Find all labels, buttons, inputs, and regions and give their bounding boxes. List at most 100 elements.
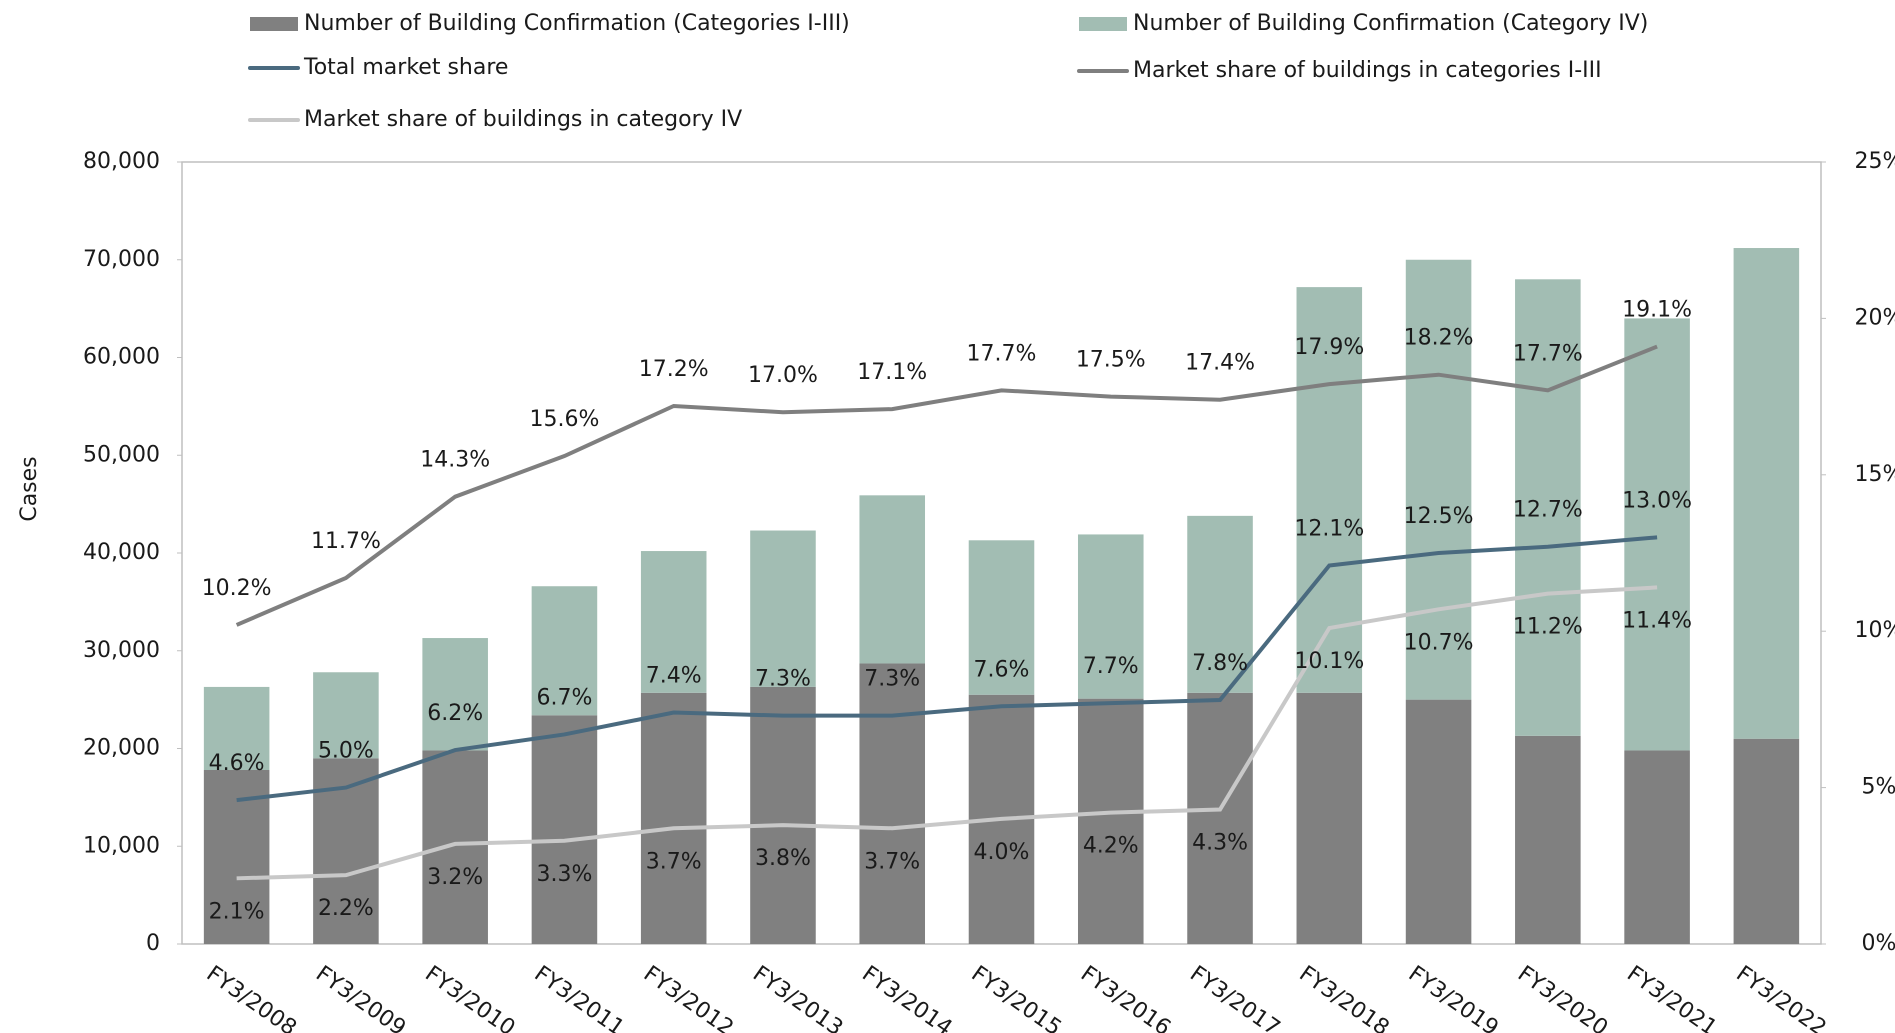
bar bbox=[750, 686, 816, 944]
data-label: 7.7% bbox=[1083, 654, 1139, 679]
data-label: 17.9% bbox=[1294, 335, 1364, 360]
y2-tick-label: 5% bbox=[1862, 775, 1895, 800]
data-label: 6.7% bbox=[536, 685, 592, 710]
x-tick-label: FY3/2012 bbox=[639, 961, 738, 1033]
data-label: 12.5% bbox=[1404, 504, 1474, 529]
line bbox=[236, 585, 1658, 881]
x-tick-label: FY3/2021 bbox=[1622, 961, 1721, 1033]
y-axis-label: Cases bbox=[17, 456, 42, 521]
data-label: 18.2% bbox=[1404, 326, 1474, 351]
x-tick-label: FY3/2013 bbox=[748, 961, 847, 1033]
data-label: 2.1% bbox=[209, 899, 265, 924]
legend-label: Market share of buildings in categories … bbox=[1133, 58, 1602, 83]
data-label: 17.4% bbox=[1185, 351, 1255, 376]
data-label: 4.6% bbox=[209, 751, 265, 776]
line bbox=[236, 535, 1658, 803]
data-label: 10.7% bbox=[1404, 630, 1474, 655]
y-tick-label: 40,000 bbox=[83, 540, 160, 565]
data-label: 14.3% bbox=[420, 448, 490, 473]
bar bbox=[531, 715, 598, 944]
y-tick-label: 80,000 bbox=[83, 149, 160, 174]
bar bbox=[1187, 692, 1253, 944]
bar bbox=[531, 586, 598, 716]
bar bbox=[1733, 248, 1800, 739]
data-label: 7.3% bbox=[864, 667, 920, 692]
data-label: 7.8% bbox=[1192, 651, 1248, 676]
x-tick-label: FY3/2022 bbox=[1731, 961, 1830, 1033]
data-label: 4.2% bbox=[1083, 834, 1139, 859]
legend-label: Market share of buildings in category IV bbox=[304, 107, 742, 132]
bar bbox=[313, 672, 379, 759]
legend-label: Number of Building Confirmation (Categor… bbox=[1133, 11, 1648, 36]
y-tick-label: 0 bbox=[146, 931, 160, 956]
data-label: 17.0% bbox=[748, 363, 818, 388]
y-tick-label: 30,000 bbox=[83, 638, 160, 663]
y-tick-label: 20,000 bbox=[83, 736, 160, 761]
bar bbox=[640, 551, 707, 693]
y-tick-label: 70,000 bbox=[83, 247, 160, 272]
y2-tick-label: 20% bbox=[1855, 305, 1895, 330]
x-tick-label: FY3/2017 bbox=[1185, 961, 1284, 1033]
x-tick-label: FY3/2010 bbox=[420, 961, 519, 1033]
data-label: 5.0% bbox=[318, 739, 374, 764]
data-label: 7.3% bbox=[755, 667, 811, 692]
x-tick-label: FY3/2020 bbox=[1513, 961, 1612, 1033]
data-label: 17.7% bbox=[967, 341, 1037, 366]
y2-tick-label: 25% bbox=[1855, 149, 1895, 174]
bar bbox=[1405, 259, 1472, 700]
data-label: 2.2% bbox=[318, 896, 374, 921]
bar bbox=[1405, 699, 1472, 944]
x-tick-label: FY3/2009 bbox=[311, 961, 410, 1033]
data-label: 4.0% bbox=[974, 840, 1030, 865]
bar bbox=[640, 692, 707, 944]
bar bbox=[968, 540, 1035, 695]
data-label: 7.6% bbox=[974, 657, 1030, 682]
bar bbox=[859, 495, 926, 664]
x-tick-label: FY3/2014 bbox=[857, 961, 956, 1033]
bar bbox=[1077, 698, 1144, 944]
data-label: 10.2% bbox=[202, 576, 272, 601]
x-tick-label: FY3/2018 bbox=[1294, 961, 1393, 1033]
data-label: 11.4% bbox=[1622, 608, 1692, 633]
y-tick-label: 50,000 bbox=[83, 442, 160, 467]
data-label: 11.2% bbox=[1513, 615, 1583, 640]
bar bbox=[1624, 750, 1690, 944]
data-label: 12.7% bbox=[1513, 498, 1583, 523]
bar bbox=[422, 750, 488, 944]
y2-tick-label: 15% bbox=[1855, 462, 1895, 487]
y-tick-label: 10,000 bbox=[83, 833, 160, 858]
bar bbox=[1515, 735, 1581, 944]
x-tick-label: FY3/2016 bbox=[1076, 961, 1175, 1033]
bar bbox=[750, 530, 816, 687]
data-label: 15.6% bbox=[529, 407, 599, 432]
y2-tick-label: 0% bbox=[1862, 931, 1895, 956]
bar bbox=[203, 686, 270, 771]
data-label: 3.2% bbox=[427, 865, 483, 890]
x-tick-label: FY3/2011 bbox=[530, 961, 629, 1033]
legend-label: Total market share bbox=[303, 55, 508, 80]
bar bbox=[859, 663, 926, 944]
y-tick-label: 60,000 bbox=[83, 345, 160, 370]
data-label: 6.2% bbox=[427, 701, 483, 726]
bar bbox=[1515, 279, 1581, 736]
data-label: 12.1% bbox=[1294, 517, 1364, 542]
bar bbox=[1077, 534, 1144, 699]
bar bbox=[1187, 515, 1253, 693]
legend-swatch bbox=[1079, 17, 1127, 31]
data-label: 7.4% bbox=[646, 664, 702, 689]
y2-tick-label: 10% bbox=[1855, 618, 1895, 643]
bar bbox=[422, 638, 488, 751]
data-label: 17.1% bbox=[857, 360, 927, 385]
x-tick-label: FY3/2015 bbox=[967, 961, 1066, 1033]
data-label: 3.8% bbox=[755, 846, 811, 871]
data-label: 17.2% bbox=[639, 357, 709, 382]
data-label: 13.0% bbox=[1622, 488, 1692, 513]
bar bbox=[1624, 318, 1690, 751]
data-label: 4.3% bbox=[1192, 830, 1248, 855]
x-tick-label: FY3/2019 bbox=[1404, 961, 1503, 1033]
line bbox=[235, 344, 1658, 627]
data-label: 11.7% bbox=[311, 529, 381, 554]
data-label: 17.7% bbox=[1513, 341, 1583, 366]
data-label: 3.7% bbox=[646, 849, 702, 874]
